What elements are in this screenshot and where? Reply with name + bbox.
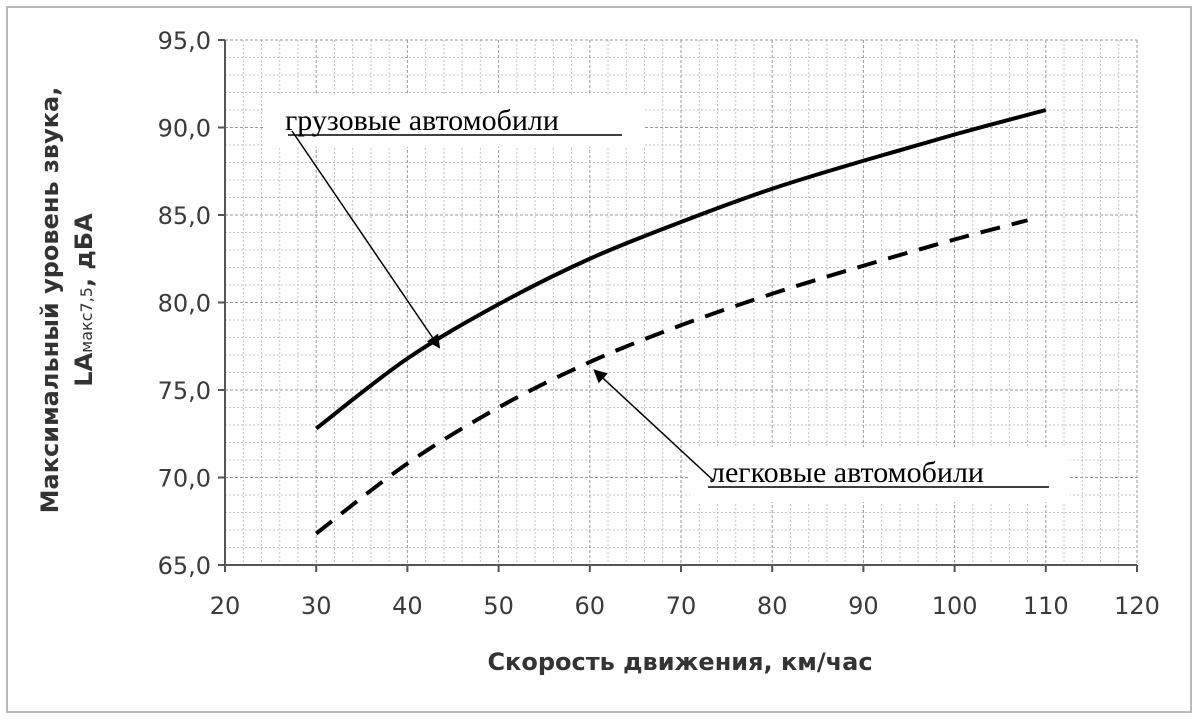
x-tick-label: 120 bbox=[1114, 592, 1160, 620]
x-tick-label: 20 bbox=[210, 592, 241, 620]
y-axis-title-symbol: LА bbox=[70, 352, 98, 386]
y-tick-label: 75,0 bbox=[158, 377, 211, 405]
x-tick-label: 110 bbox=[1023, 592, 1069, 620]
x-tick-label: 80 bbox=[757, 592, 788, 620]
x-tick-label: 50 bbox=[483, 592, 514, 620]
x-tick-label: 30 bbox=[301, 592, 332, 620]
y-axis-title: Максимальный уровень звука, LАмакс7,5, д… bbox=[36, 87, 98, 514]
y-tick-label: 70,0 bbox=[158, 465, 211, 493]
annotation-label: грузовые автомобили bbox=[285, 104, 559, 137]
y-tick-label: 85,0 bbox=[158, 202, 211, 230]
annotation-box bbox=[690, 447, 1070, 502]
chart-frame bbox=[6, 6, 1192, 713]
annotations: грузовые автомобили легковые автомобили bbox=[265, 95, 1070, 502]
x-tick-label: 100 bbox=[932, 592, 978, 620]
x-tick-label: 70 bbox=[666, 592, 697, 620]
y-axis-title-unit: , дБА bbox=[70, 213, 98, 287]
y-tick-label: 95,0 bbox=[158, 27, 211, 55]
axes bbox=[218, 39, 1138, 572]
annotation-box bbox=[265, 95, 645, 147]
x-tick-label: 40 bbox=[392, 592, 423, 620]
x-axis-title: Скорость движения, км/час bbox=[487, 648, 872, 676]
tick-labels: 20 30 40 50 60 70 80 90 100 110 120 65,0 70,0 75,0 80,… bbox=[158, 27, 1160, 620]
x-tick-label: 90 bbox=[848, 592, 879, 620]
annotation-label: легковые автомобили bbox=[710, 456, 984, 489]
y-axis-title-line1: Максимальный уровень звука, bbox=[36, 87, 64, 514]
annotation-arrow bbox=[593, 369, 715, 482]
y-axis-title-line2: LАмакс7,5, дБА bbox=[70, 213, 98, 387]
y-tick-label: 65,0 bbox=[158, 552, 211, 580]
x-tick-label: 60 bbox=[575, 592, 606, 620]
series-line-2 bbox=[314, 218, 1029, 536]
y-tick-label: 90,0 bbox=[158, 115, 211, 143]
y-axis-title-subscript: макс7,5 bbox=[77, 287, 96, 353]
annotation-arrow bbox=[291, 130, 441, 349]
y-tick-label: 80,0 bbox=[158, 290, 211, 318]
